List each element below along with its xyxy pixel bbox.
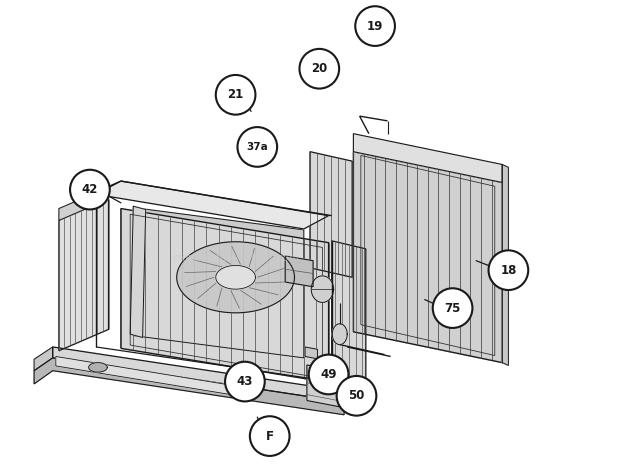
Polygon shape [59, 187, 108, 220]
Text: F: F [266, 429, 273, 443]
Polygon shape [307, 365, 344, 408]
Ellipse shape [225, 362, 265, 401]
Text: 50: 50 [348, 389, 365, 402]
Ellipse shape [489, 250, 528, 290]
Ellipse shape [299, 49, 339, 89]
Text: 21: 21 [228, 88, 244, 101]
Ellipse shape [337, 376, 376, 416]
Polygon shape [53, 347, 344, 402]
Polygon shape [353, 134, 502, 182]
Ellipse shape [216, 75, 255, 115]
Ellipse shape [433, 288, 472, 328]
Text: 19: 19 [367, 19, 383, 33]
Polygon shape [353, 152, 502, 363]
Polygon shape [130, 206, 146, 337]
Polygon shape [34, 347, 53, 371]
Polygon shape [121, 209, 329, 383]
Text: eReplacementParts.com: eReplacementParts.com [172, 253, 299, 264]
Ellipse shape [355, 6, 395, 46]
Polygon shape [56, 356, 229, 394]
Text: 49: 49 [321, 368, 337, 381]
Polygon shape [310, 152, 352, 277]
Polygon shape [285, 256, 313, 287]
Text: 42: 42 [82, 183, 98, 196]
Polygon shape [133, 208, 304, 358]
Polygon shape [177, 242, 294, 313]
Text: 43: 43 [237, 375, 253, 388]
Text: 37a: 37a [246, 142, 268, 152]
Ellipse shape [70, 170, 110, 210]
Text: 18: 18 [500, 264, 516, 277]
Text: 75: 75 [445, 301, 461, 315]
Ellipse shape [250, 416, 290, 456]
Ellipse shape [237, 127, 277, 167]
Ellipse shape [309, 355, 348, 394]
Polygon shape [216, 265, 255, 289]
Polygon shape [305, 347, 317, 359]
Text: 20: 20 [311, 62, 327, 75]
Polygon shape [311, 276, 334, 302]
Polygon shape [502, 164, 508, 365]
Polygon shape [332, 324, 347, 345]
Polygon shape [89, 363, 107, 372]
Polygon shape [332, 241, 366, 390]
Polygon shape [59, 199, 108, 351]
Polygon shape [96, 181, 329, 229]
Polygon shape [34, 358, 344, 415]
